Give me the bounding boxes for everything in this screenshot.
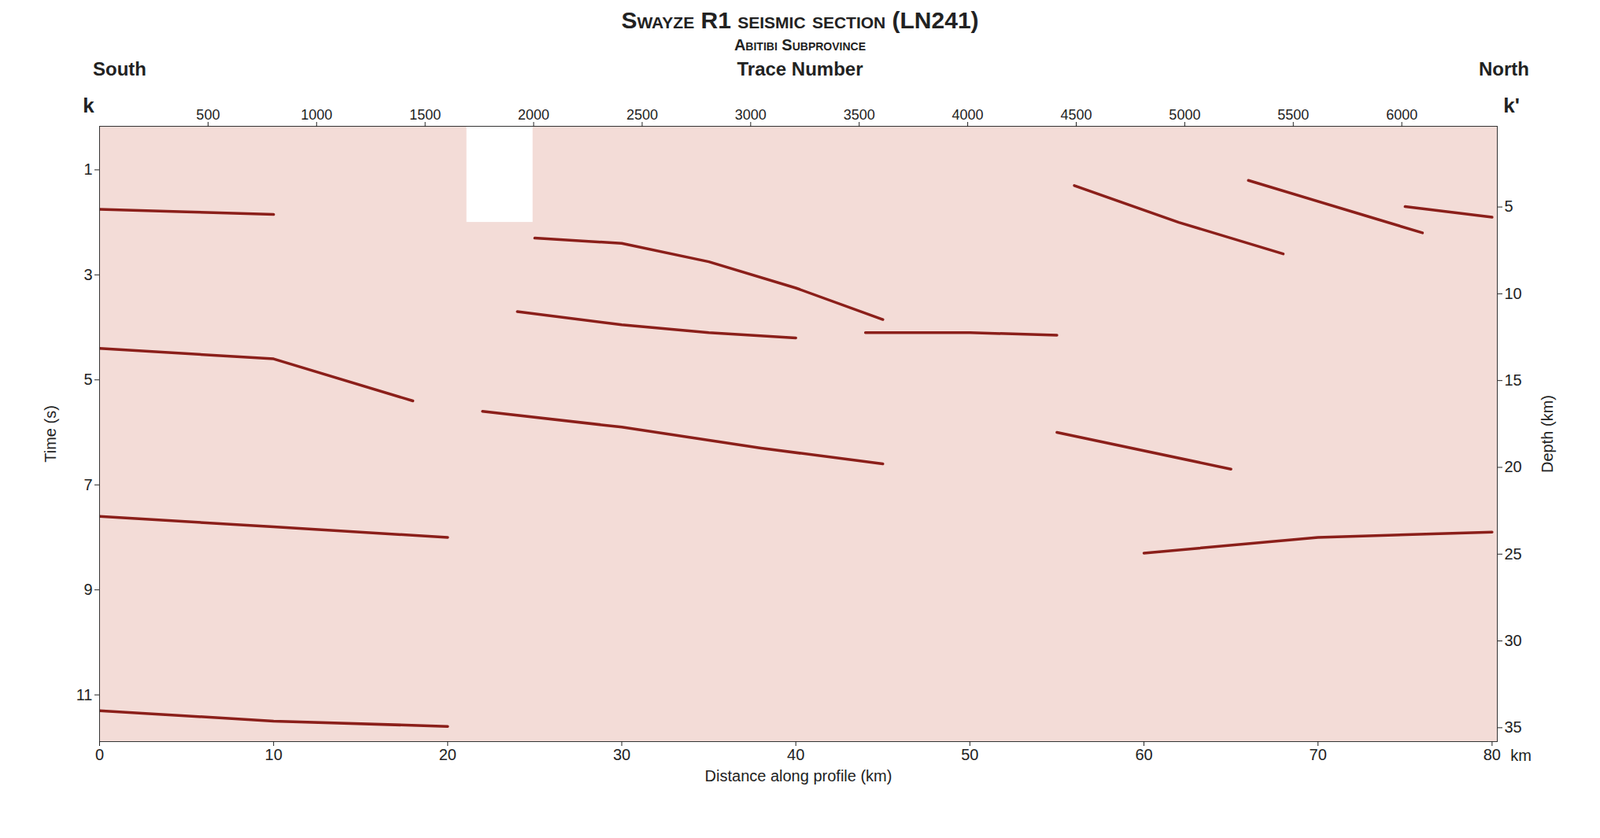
svg-text:9: 9 xyxy=(83,580,93,599)
svg-text:70: 70 xyxy=(1309,746,1327,764)
svg-text:20: 20 xyxy=(439,746,457,764)
svg-text:Time (s): Time (s) xyxy=(41,405,60,463)
svg-text:1000: 1000 xyxy=(300,107,333,123)
svg-text:11: 11 xyxy=(76,686,93,704)
html-text:Abitibi Subprovince: Abitibi Subprovince xyxy=(734,36,866,54)
svg-text:3: 3 xyxy=(83,266,93,284)
svg-text:4000: 4000 xyxy=(952,107,984,123)
svg-text:5: 5 xyxy=(83,370,93,388)
svg-text:k': k' xyxy=(1503,93,1520,118)
svg-text:k: k xyxy=(82,93,95,118)
svg-text:500: 500 xyxy=(195,107,220,123)
html-text:Swayze R1 seismic section (LN2: Swayze R1 seismic section (LN241) xyxy=(621,7,979,34)
svg-text:10: 10 xyxy=(265,746,283,764)
svg-text:15: 15 xyxy=(1504,371,1523,389)
svg-text:Depth (km): Depth (km) xyxy=(1538,395,1556,473)
svg-text:30: 30 xyxy=(613,746,631,764)
svg-text:60: 60 xyxy=(1134,746,1153,764)
svg-text:50: 50 xyxy=(960,746,979,764)
svg-text:km: km xyxy=(1510,746,1532,765)
svg-text:4500: 4500 xyxy=(1060,107,1092,123)
svg-text:25: 25 xyxy=(1504,545,1523,563)
svg-text:2500: 2500 xyxy=(626,107,658,123)
svg-text:Distance along profile (km): Distance along profile (km) xyxy=(705,767,893,785)
svg-text:7: 7 xyxy=(83,476,93,494)
svg-text:10: 10 xyxy=(1504,284,1523,303)
svg-text:5000: 5000 xyxy=(1168,107,1201,123)
svg-text:3500: 3500 xyxy=(843,107,876,123)
svg-text:3000: 3000 xyxy=(735,107,767,123)
svg-text:5500: 5500 xyxy=(1277,107,1309,123)
svg-text:2000: 2000 xyxy=(517,107,550,123)
svg-text:80: 80 xyxy=(1483,746,1501,764)
html-text:Trace Number: Trace Number xyxy=(737,58,863,80)
svg-text:40: 40 xyxy=(787,746,805,764)
svg-text:1500: 1500 xyxy=(409,107,441,123)
svg-text:30: 30 xyxy=(1504,631,1523,650)
svg-text:5: 5 xyxy=(1504,197,1514,215)
svg-text:6000: 6000 xyxy=(1385,107,1418,123)
svg-text:35: 35 xyxy=(1504,718,1523,736)
svg-text:1: 1 xyxy=(83,160,93,178)
html-text:North: North xyxy=(1478,58,1530,80)
svg-text:0: 0 xyxy=(95,746,104,764)
html-text:South: South xyxy=(92,58,147,80)
svg-text:20: 20 xyxy=(1504,458,1523,476)
